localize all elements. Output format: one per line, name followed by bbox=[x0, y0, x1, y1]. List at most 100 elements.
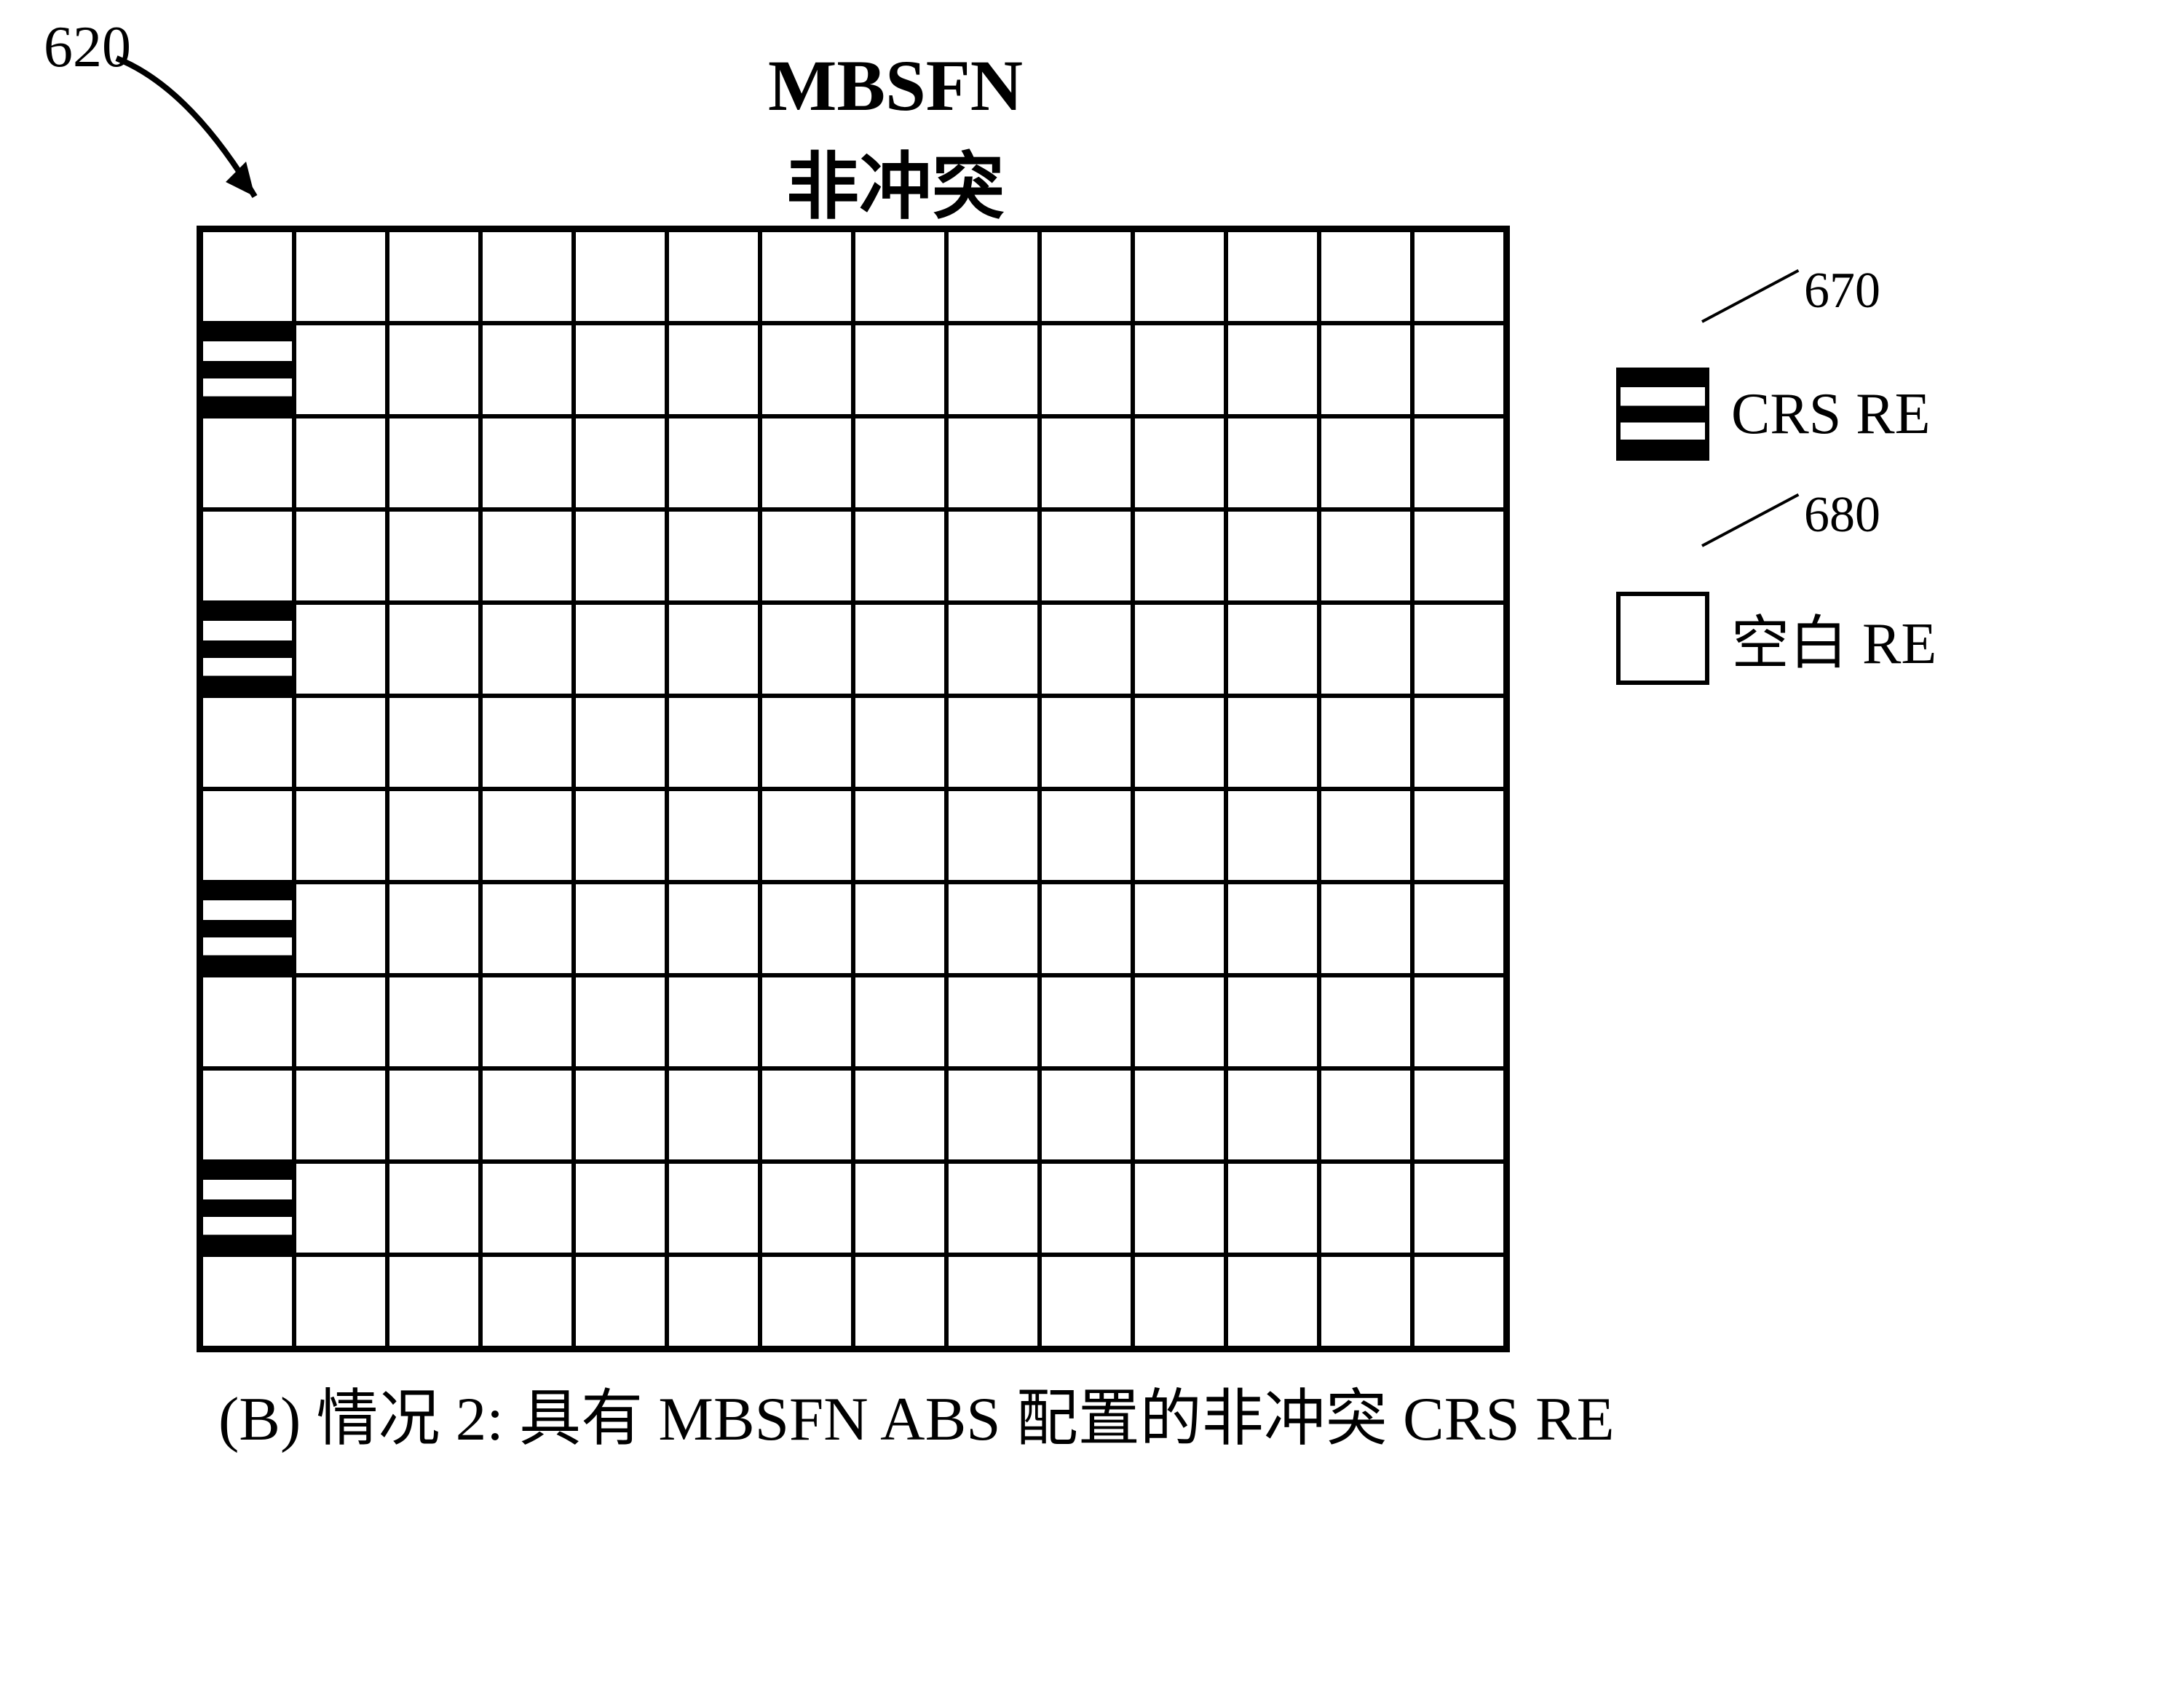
figure-caption: (B) 情况 2: 具有 MBSFN ABS 配置的非冲突 CRS RE bbox=[218, 1368, 1615, 1458]
blank-re-cell bbox=[760, 603, 853, 696]
blank-re-cell bbox=[387, 696, 480, 789]
blank-re-cell bbox=[1133, 882, 1226, 975]
blank-re-cell bbox=[1319, 789, 1412, 882]
blank-re-cell bbox=[387, 882, 480, 975]
blank-re-cell bbox=[1226, 416, 1319, 509]
blank-re-cell bbox=[1133, 789, 1226, 882]
blank-re-cell bbox=[201, 230, 294, 323]
title-line2: 非冲突 bbox=[641, 127, 1150, 233]
blank-re-cell bbox=[480, 416, 574, 509]
blank-re-cell bbox=[1412, 416, 1506, 509]
blank-re-cell bbox=[667, 509, 760, 603]
blank-re-cell bbox=[294, 1068, 387, 1162]
blank-re-cell bbox=[760, 1162, 853, 1255]
blank-re-cell bbox=[1133, 323, 1226, 416]
blank-re-cell bbox=[667, 882, 760, 975]
blank-re-cell bbox=[667, 789, 760, 882]
blank-re-cell bbox=[1040, 975, 1133, 1068]
legend-swatch-blank bbox=[1616, 592, 1709, 685]
blank-re-cell bbox=[294, 230, 387, 323]
blank-re-cell bbox=[1412, 323, 1506, 416]
blank-re-cell bbox=[667, 1162, 760, 1255]
blank-re-cell bbox=[667, 975, 760, 1068]
blank-re-cell bbox=[480, 696, 574, 789]
crs-re-cell bbox=[201, 323, 294, 416]
blank-re-cell bbox=[294, 323, 387, 416]
blank-re-cell bbox=[946, 603, 1040, 696]
blank-re-cell bbox=[574, 1162, 667, 1255]
blank-re-cell bbox=[946, 1068, 1040, 1162]
blank-re-cell bbox=[1226, 230, 1319, 323]
blank-re-cell bbox=[201, 1068, 294, 1162]
blank-re-cell bbox=[667, 416, 760, 509]
blank-re-cell bbox=[760, 696, 853, 789]
blank-re-cell bbox=[946, 1255, 1040, 1348]
blank-re-cell bbox=[480, 230, 574, 323]
crs-re-cell bbox=[201, 603, 294, 696]
blank-re-cell bbox=[574, 416, 667, 509]
blank-re-cell bbox=[387, 603, 480, 696]
blank-re-cell bbox=[480, 509, 574, 603]
blank-re-cell bbox=[667, 1255, 760, 1348]
blank-re-cell bbox=[294, 1162, 387, 1255]
legend-callout-line-crs bbox=[1701, 269, 1799, 323]
blank-re-cell bbox=[1133, 696, 1226, 789]
blank-re-cell bbox=[946, 789, 1040, 882]
blank-re-cell bbox=[946, 1162, 1040, 1255]
legend-callout-blank: 680 bbox=[1804, 486, 1880, 544]
blank-re-cell bbox=[853, 1068, 946, 1162]
blank-re-cell bbox=[201, 509, 294, 603]
blank-re-cell bbox=[480, 882, 574, 975]
blank-re-cell bbox=[574, 882, 667, 975]
blank-re-cell bbox=[1319, 230, 1412, 323]
crs-re-cell bbox=[201, 882, 294, 975]
blank-re-cell bbox=[1040, 323, 1133, 416]
blank-re-cell bbox=[201, 416, 294, 509]
blank-re-cell bbox=[480, 1255, 574, 1348]
blank-re-cell bbox=[1226, 696, 1319, 789]
blank-re-cell bbox=[294, 416, 387, 509]
blank-re-cell bbox=[667, 603, 760, 696]
blank-re-cell bbox=[1040, 789, 1133, 882]
blank-re-cell bbox=[853, 789, 946, 882]
blank-re-cell bbox=[1319, 509, 1412, 603]
blank-re-cell bbox=[853, 323, 946, 416]
blank-re-cell bbox=[1040, 416, 1133, 509]
blank-re-cell bbox=[667, 1068, 760, 1162]
blank-re-cell bbox=[946, 975, 1040, 1068]
blank-re-cell bbox=[294, 975, 387, 1068]
blank-re-cell bbox=[1040, 1255, 1133, 1348]
blank-re-cell bbox=[201, 789, 294, 882]
blank-re-cell bbox=[1319, 882, 1412, 975]
blank-re-cell bbox=[574, 230, 667, 323]
blank-re-cell bbox=[480, 603, 574, 696]
blank-re-cell bbox=[1226, 975, 1319, 1068]
blank-re-cell bbox=[480, 789, 574, 882]
blank-re-cell bbox=[1226, 603, 1319, 696]
blank-re-cell bbox=[760, 789, 853, 882]
blank-re-cell bbox=[1133, 975, 1226, 1068]
blank-re-cell bbox=[1412, 230, 1506, 323]
blank-re-cell bbox=[387, 509, 480, 603]
blank-re-cell bbox=[1412, 882, 1506, 975]
blank-re-cell bbox=[853, 509, 946, 603]
blank-re-cell bbox=[1133, 416, 1226, 509]
blank-re-cell bbox=[1319, 603, 1412, 696]
blank-re-cell bbox=[946, 696, 1040, 789]
blank-re-cell bbox=[1412, 975, 1506, 1068]
blank-re-cell bbox=[1412, 1162, 1506, 1255]
blank-re-cell bbox=[853, 1255, 946, 1348]
legend-item-blank: 680空白 RE bbox=[1616, 537, 1936, 718]
blank-re-cell bbox=[574, 509, 667, 603]
resource-grid bbox=[197, 226, 1510, 1352]
blank-re-cell bbox=[760, 323, 853, 416]
legend: 670CRS RE680空白 RE bbox=[1616, 313, 1936, 761]
blank-re-cell bbox=[760, 416, 853, 509]
caption-text: (B) 情况 2: 具有 MBSFN ABS 配置的非冲突 CRS RE bbox=[218, 1385, 1615, 1453]
blank-re-cell bbox=[1319, 1162, 1412, 1255]
blank-re-cell bbox=[294, 603, 387, 696]
blank-re-cell bbox=[1040, 696, 1133, 789]
blank-re-cell bbox=[1226, 509, 1319, 603]
blank-re-cell bbox=[853, 1162, 946, 1255]
blank-re-cell bbox=[1412, 789, 1506, 882]
